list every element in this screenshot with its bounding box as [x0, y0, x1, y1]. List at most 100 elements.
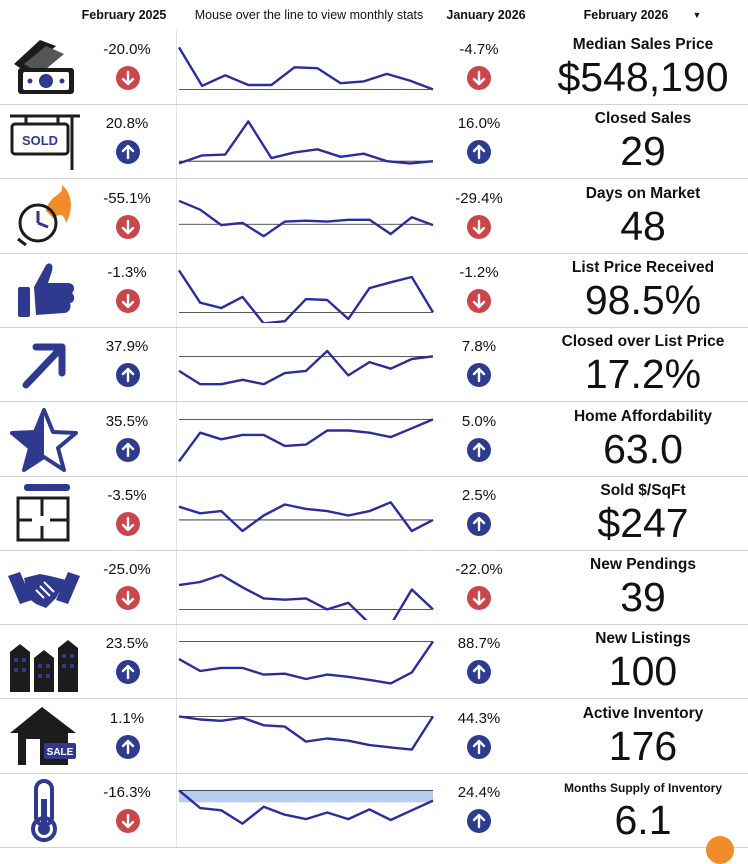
row-divider: [0, 698, 556, 700]
arrow-down-icon: [467, 288, 491, 313]
arrow-up-icon: [116, 660, 140, 685]
row-divider: [556, 772, 748, 774]
month-select[interactable]: February 2026: [583, 8, 669, 22]
trend-line: [178, 789, 434, 825]
metric-name: Closed Sales: [594, 110, 692, 128]
arrow-up-icon: [467, 363, 491, 388]
metric-value: $247: [597, 499, 689, 546]
trend-line: [178, 349, 434, 386]
chat-bubble-icon[interactable]: [706, 836, 734, 864]
metric-name: Median Sales Price: [572, 36, 714, 53]
trend-sparkline[interactable]: [177, 703, 437, 769]
metric-row: 37.9% 7.8% Closed over List Price 17.2%: [0, 327, 748, 403]
thermometer-icon: [6, 777, 82, 843]
row-divider: [556, 549, 748, 551]
arrow-down-icon: [116, 66, 140, 90]
arrow-down-icon: [467, 66, 491, 90]
yoy-change: -20.0%: [103, 41, 151, 58]
arrow-up-icon: [467, 809, 491, 833]
arrow-up-icon: [467, 140, 491, 165]
trend-sparkline[interactable]: [177, 480, 437, 546]
header-prior-year: February 2025: [81, 8, 167, 22]
trend-sparkline[interactable]: [177, 331, 437, 397]
mom-change: 44.3%: [457, 709, 501, 727]
yoy-change: -55.1%: [103, 189, 151, 207]
mom-change: 88.7%: [457, 635, 501, 653]
trend-sparkline[interactable]: [177, 257, 437, 323]
arrow-up-icon: [116, 140, 140, 165]
trend-sparkline[interactable]: [177, 777, 437, 843]
yoy-change: -25.0%: [103, 561, 151, 579]
star-icon: [6, 406, 82, 472]
arrow-up-icon: [467, 734, 491, 759]
arrow-up-icon: [116, 363, 140, 388]
mom-change: 16.0%: [457, 115, 501, 133]
row-divider: [0, 772, 556, 774]
metric-name: List Price Received: [571, 258, 715, 276]
svg-text:SALE: SALE: [47, 747, 74, 758]
metric-value: 39: [620, 574, 666, 621]
metric-value: 98.5%: [584, 276, 702, 323]
trend-sparkline[interactable]: [177, 108, 437, 174]
metric-name: Active Inventory: [582, 704, 704, 722]
row-divider: [556, 624, 748, 626]
metric-row: SALE 1.1% 44.3% Active Inventory 176: [0, 699, 748, 774]
arrow-down-icon: [116, 288, 140, 313]
trend-line: [177, 46, 434, 91]
yoy-change: -1.3%: [107, 263, 147, 281]
metric-name: Sold $/SqFt: [600, 481, 686, 499]
yoy-change: 37.9%: [105, 338, 149, 356]
arrow-up-icon: [467, 511, 491, 536]
yoy-change: 23.5%: [105, 635, 149, 653]
sold-sign-icon: SOLD: [6, 108, 82, 174]
metric-value: $548,190: [557, 54, 729, 100]
mom-change: -1.2%: [459, 263, 499, 281]
mom-change: 5.0%: [461, 412, 497, 430]
trend-sparkline[interactable]: [177, 628, 437, 694]
trend-sparkline[interactable]: [177, 34, 437, 100]
metric-name: New Listings: [595, 630, 691, 648]
yoy-change: 20.8%: [105, 115, 149, 133]
arrow-down-icon: [116, 214, 140, 239]
row-divider: [556, 178, 748, 180]
metric-row: 35.5% 5.0% Home Affordability 63.0: [0, 402, 748, 477]
row-divider: [0, 104, 556, 105]
money-icon: [6, 34, 82, 100]
metric-name: Home Affordability: [573, 407, 713, 425]
range-band: [179, 790, 433, 803]
row-divider: [0, 549, 556, 551]
trend-sparkline[interactable]: [177, 183, 437, 249]
arrow-down-icon: [467, 586, 491, 611]
chart-divider: [176, 30, 177, 847]
mom-change: 7.8%: [461, 338, 497, 356]
arrow-up-icon: [116, 734, 140, 759]
mom-change: -4.7%: [459, 41, 499, 58]
row-divider: [556, 252, 748, 254]
trend-sparkline[interactable]: [177, 554, 437, 621]
trend-sparkline[interactable]: [177, 406, 437, 472]
row-divider: [0, 178, 556, 180]
clock-fire-icon: [6, 183, 82, 249]
metric-row: -55.1% -29.4% Days on Market 48: [0, 179, 748, 254]
row-divider: [0, 252, 556, 254]
trend-line: [178, 641, 434, 685]
arrow-down-icon: [116, 511, 140, 536]
arrow-up-icon: [467, 660, 491, 685]
metric-value: 63.0: [603, 425, 683, 472]
header-prev-month: January 2026: [446, 8, 526, 22]
metric-row: -20.0% -4.7% Median Sales Price $548,190: [0, 30, 748, 105]
arrow-down-icon: [467, 214, 491, 239]
handshake-icon: [6, 554, 82, 620]
trend-line: [178, 199, 434, 237]
arrow-up-icon: [116, 437, 140, 462]
metric-value: 176: [608, 722, 678, 769]
yoy-change: -16.3%: [103, 784, 151, 801]
chevron-down-icon[interactable]: ▼: [692, 10, 702, 20]
row-divider: [0, 475, 556, 477]
metric-row: SOLD 20.8% 16.0% Closed Sales 29: [0, 104, 748, 180]
metric-value: 17.2%: [584, 351, 702, 398]
mom-change: 2.5%: [461, 486, 497, 504]
trend-line: [178, 573, 434, 621]
thumbs-up-icon: [6, 257, 82, 323]
metric-row: 23.5% 88.7% New Listings 100: [0, 624, 748, 700]
